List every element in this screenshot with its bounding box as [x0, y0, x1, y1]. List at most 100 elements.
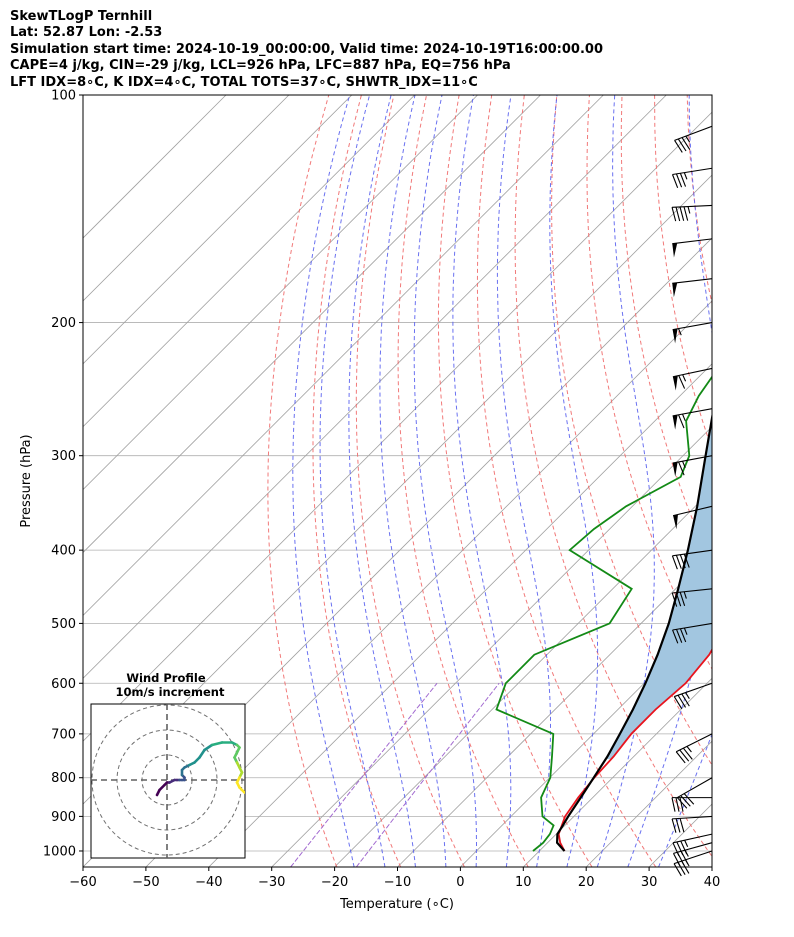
moist-adiabat-0 [413, 95, 477, 867]
wind-barb [671, 549, 713, 570]
y-tick-label: 300 [51, 449, 76, 464]
y-tick-label: 900 [51, 810, 76, 825]
x-tick-label: −20 [321, 875, 348, 890]
moist-adiabat-15 [549, 95, 599, 867]
dry-adiabat-260 [312, 95, 402, 867]
isotherm--130 [83, 95, 415, 428]
hodograph-segment [203, 743, 214, 752]
hodograph-plot [91, 704, 245, 858]
y-tick-label: 400 [51, 544, 76, 559]
wind-barb [672, 455, 713, 477]
x-tick-label: 10 [515, 875, 532, 890]
isotherm--40 [208, 363, 712, 867]
x-tick-label: −30 [258, 875, 285, 890]
y-tick-label: 200 [51, 316, 76, 331]
isotherm--30 [271, 426, 712, 867]
parcel-line [555, 411, 712, 852]
y-axis-label: Pressure (hPa) [19, 434, 34, 527]
moist-adiabat--20 [292, 95, 355, 867]
dry-adiabat-280 [397, 95, 529, 867]
isotherm--10 [397, 551, 712, 867]
plot-area [83, 95, 713, 877]
dry-adiabat-350 [654, 95, 712, 451]
mixing-ratio-0.4 [290, 682, 438, 867]
title-line-indices-1: CAPE=4 j/kg, CIN=-29 j/kg, LCL=926 hPa, … [10, 58, 511, 74]
wind-barb [671, 588, 713, 607]
wind-barb [672, 408, 713, 430]
dry-adiabat-300 [476, 95, 657, 867]
isotherm--140 [83, 95, 353, 365]
figure-title-block: SkewTLogP Ternhill Lat: 52.87 Lon: -2.53… [10, 9, 790, 91]
hodograph-segment [198, 748, 206, 759]
x-tick-label: 20 [578, 875, 595, 890]
moist-adiabat-25 [627, 95, 712, 867]
isotherm--160 [83, 95, 227, 239]
wind-barb [672, 367, 713, 391]
y-tick-label: 1000 [43, 844, 76, 859]
wind-barb [673, 850, 713, 877]
moist-adiabat-30 [658, 733, 712, 867]
moist-adiabat--15 [319, 95, 386, 867]
y-tick-label: 800 [51, 771, 76, 786]
plot-clip-group [83, 95, 712, 867]
wind-barb [671, 797, 712, 812]
hodograph-inset: Wind Profile 10m/s increment [90, 671, 246, 859]
cape-fill [605, 418, 712, 760]
x-tick-label: −50 [132, 875, 159, 890]
y-tick-label: 600 [51, 677, 76, 692]
isotherm--100 [83, 95, 604, 616]
wind-barb [676, 777, 713, 809]
wind-barb [674, 125, 713, 153]
isotherm--80 [83, 111, 712, 742]
isotherm--20 [334, 489, 712, 867]
title-line-location: Lat: 52.87 Lon: -2.53 [10, 25, 163, 41]
y-tick-label: 500 [51, 617, 76, 632]
isotherm--150 [83, 95, 290, 302]
hodograph-subtitle: 10m/s increment [116, 685, 225, 699]
isotherm-30 [648, 803, 712, 867]
wind-barb [672, 505, 713, 530]
hodograph-title: Wind Profile [126, 671, 206, 685]
dewpoint-line [495, 375, 712, 852]
y-tick-label: 100 [51, 89, 76, 104]
moist-adiabat-10 [496, 95, 551, 867]
dry-adiabat-330 [586, 95, 712, 671]
isotherm--120 [83, 95, 478, 491]
wind-barb [672, 278, 713, 298]
x-tick-label: 40 [704, 875, 721, 890]
wind-barb [672, 622, 713, 644]
x-tick-label: 0 [456, 875, 464, 890]
isotherm--50 [145, 300, 712, 867]
wind-barb [671, 204, 713, 222]
wind-barb [673, 682, 713, 710]
dry-adiabat-310 [514, 95, 712, 858]
y-tick-label: 700 [51, 727, 76, 742]
moist-adiabat-20 [596, 95, 655, 867]
dry-adiabat-250 [267, 95, 338, 867]
title-line-indices-2: LFT IDX=8∘C, K IDX=4∘C, TOTAL TOTS=37∘C,… [10, 74, 478, 90]
axes: Temperature (∘C) Pressure (hPa) −60 −50 −4… [19, 89, 720, 913]
dry-adiabat-290 [437, 95, 593, 867]
dry-adiabat-270 [355, 95, 465, 867]
x-tick-label: −60 [69, 875, 96, 890]
wind-barb [672, 322, 713, 344]
dry-adiabat-320 [551, 95, 712, 766]
mixing-ratio-1 [355, 682, 500, 867]
title-line-times: Simulation start time: 2024-10-19_00:00:… [10, 41, 603, 57]
isotherm--110 [83, 95, 541, 554]
x-axis-label: Temperature (∘C) [339, 897, 454, 912]
hodograph-segment [238, 786, 245, 794]
hodograph-segment [210, 741, 224, 747]
wind-barb [672, 833, 713, 857]
moist-adiabat--5 [379, 95, 447, 867]
isotherm-0 [460, 614, 712, 867]
isotherm-40 [711, 866, 712, 867]
temperature-line [557, 648, 712, 852]
x-tick-label: 30 [641, 875, 658, 890]
wind-barb [672, 238, 713, 258]
title-line-station: SkewTLogP Ternhill [10, 9, 153, 24]
x-tick-label: −10 [384, 875, 411, 890]
isotherm-10 [523, 677, 712, 867]
isotherm--90 [83, 95, 667, 679]
